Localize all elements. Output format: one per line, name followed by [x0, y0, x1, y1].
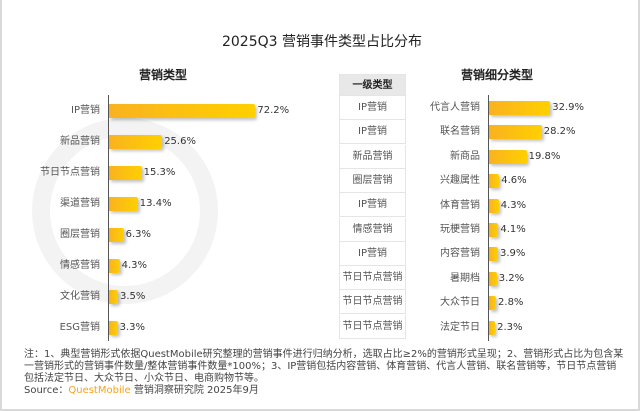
value-label: 3.9%: [500, 248, 526, 260]
category-label: 节日节点营销: [40, 166, 100, 178]
right-chart-axis: [488, 95, 489, 341]
value-label: 3.2%: [498, 272, 525, 284]
value-label: 72.2%: [257, 104, 290, 116]
table-cell: IP营销: [339, 193, 406, 218]
value-label: 28.2%: [543, 126, 576, 138]
category-label: 新商品: [450, 150, 480, 162]
category-label: 体育营销: [440, 199, 480, 211]
bar: [109, 258, 120, 273]
bar: [489, 223, 499, 237]
bar: [109, 103, 256, 118]
value-label: 32.9%: [552, 102, 584, 113]
bar: [489, 101, 551, 115]
category-label: 大众节日: [440, 297, 480, 309]
table-cell: IP营销: [339, 120, 406, 145]
category-label: ESG营销: [59, 321, 100, 333]
bar: [109, 165, 142, 180]
category-label: 文化营销: [60, 290, 100, 302]
category-label: 兴趣属性: [440, 175, 480, 187]
left-chart-axis: [108, 95, 109, 341]
table-cell: 节日节点营销: [339, 314, 406, 339]
category-label: 法定节日: [440, 321, 480, 333]
footnote: 注：1、典型营销形式依据QuestMobile研究整理的营销事件进行归纳分析，选…: [24, 349, 624, 397]
category-label: IP营销: [71, 104, 100, 116]
value-label: 4.3%: [121, 259, 147, 271]
value-label: 3.3%: [119, 321, 145, 333]
table-cell: 圈层营销: [339, 168, 406, 193]
note-text: 注：1、典型营销形式依据QuestMobile研究整理的营销事件进行归纳分析，选…: [24, 349, 624, 384]
table-header: 一级类型: [339, 74, 406, 96]
bar: [489, 198, 499, 213]
bar: [489, 296, 497, 311]
category-label: 暑期档: [450, 272, 480, 284]
value-label: 2.3%: [497, 321, 523, 333]
bar: [109, 196, 138, 211]
bar: [109, 320, 118, 335]
table-cell: IP营销: [339, 241, 406, 266]
source-brand: QuestMobile: [68, 385, 131, 396]
category-label: 渠道营销: [60, 197, 100, 209]
value-label: 6.3%: [125, 228, 151, 240]
bar: [109, 134, 163, 149]
table-cell: 新品营销: [339, 144, 406, 169]
bar: [489, 149, 527, 164]
value-label: 15.3%: [143, 166, 176, 178]
value-label: 4.1%: [500, 224, 526, 235]
value-label: 2.8%: [498, 297, 524, 309]
source-text: 营销洞察研究院 2025年9月: [130, 385, 259, 396]
category-label: 情感营销: [60, 259, 100, 271]
table-cell: 节日节点营销: [339, 290, 406, 315]
bar: [489, 247, 499, 262]
value-label: 13.4%: [139, 197, 172, 209]
source-label: Source：: [24, 385, 69, 396]
category-label: 新品营销: [60, 135, 100, 147]
bar: [489, 125, 542, 140]
bar: [489, 271, 497, 286]
value-label: 19.8%: [528, 150, 561, 162]
category-label: 代言人营销: [430, 102, 480, 113]
chart-title: 2025Q3 营销事件类型占比分布: [221, 34, 422, 50]
table-cell: 情感营销: [339, 217, 406, 242]
source-line: Source：QuestMobile 营销洞察研究院 2025年9月: [24, 385, 624, 397]
table-cell: 节日节点营销: [339, 266, 406, 291]
table-cell: IP营销: [339, 96, 406, 120]
category-label: 玩梗营销: [440, 224, 480, 235]
value-label: 25.6%: [164, 135, 196, 147]
left-chart-title: 营销类型: [138, 68, 187, 82]
value-label: 4.3%: [500, 199, 527, 211]
right-chart-title: 营销细分类型: [460, 68, 533, 82]
bar: [109, 289, 118, 304]
bar: [489, 174, 500, 189]
category-label: 联名营销: [440, 126, 480, 138]
value-label: 3.5%: [120, 290, 146, 302]
value-label: 4.6%: [501, 175, 527, 187]
category-label: 内容营销: [440, 248, 480, 260]
bar: [109, 227, 124, 242]
category-label: 圈层营销: [60, 228, 100, 240]
bar: [489, 320, 496, 335]
